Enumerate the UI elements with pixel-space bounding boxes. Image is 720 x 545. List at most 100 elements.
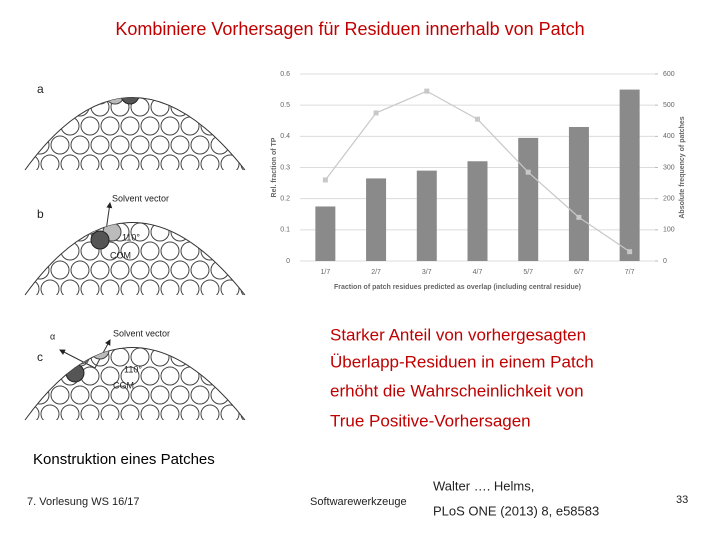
diagram-label: α: [50, 331, 55, 341]
residue: [61, 329, 79, 347]
residue: [230, 385, 245, 405]
residue: [110, 385, 130, 405]
line-marker: [576, 214, 582, 220]
residue: [40, 404, 60, 420]
y-tick-label: 0: [286, 258, 290, 265]
residue: [220, 279, 240, 295]
residue: [50, 260, 70, 280]
footer-text: Softwarewerkzeuge: [310, 496, 407, 508]
residue: [70, 97, 90, 117]
line-marker: [424, 88, 430, 94]
residue: [60, 241, 80, 261]
residue: [140, 154, 160, 170]
x-axis-title: Fraction of patch residues predicted as …: [334, 284, 581, 291]
x-tick-label: 4/7: [473, 269, 483, 276]
y-tick-label: 0.2: [280, 196, 290, 203]
residue: [241, 204, 259, 222]
bar: [568, 126, 589, 261]
residue: [70, 385, 90, 405]
residue: [231, 174, 249, 192]
residue: [41, 79, 59, 97]
text-line: Überlapp-Residuen in einem Patch: [330, 352, 594, 371]
residue-highlight: [70, 347, 90, 365]
residue: [170, 385, 190, 405]
residue: [80, 279, 100, 295]
residue: [190, 347, 210, 367]
residue: [150, 385, 170, 405]
residue: [151, 299, 169, 317]
residue: [210, 222, 230, 242]
bar: [467, 161, 488, 261]
residue: [140, 366, 160, 386]
bar: [619, 89, 640, 261]
residue: [31, 299, 49, 317]
residue: [91, 299, 109, 317]
residue: [230, 260, 245, 280]
residue: [200, 404, 220, 420]
residue: [51, 424, 69, 442]
residue: [50, 347, 70, 367]
residue: [31, 174, 49, 192]
residue: [120, 241, 140, 261]
residues: [25, 204, 269, 317]
residue: [31, 424, 49, 442]
residue: [141, 204, 159, 222]
x-tick-label: 6/7: [574, 269, 584, 276]
residue: [160, 404, 180, 420]
residue: [70, 260, 90, 280]
diagram-label: 110°: [122, 232, 140, 242]
line-marker: [475, 116, 480, 122]
residue: [231, 299, 249, 317]
residue: [111, 174, 129, 192]
residue: [240, 241, 245, 261]
chart: 0 0.1 0.2 0.3 0.4 0.5 0.6 0 100 200 300 400 500 600 Re…: [271, 71, 686, 291]
residue: [120, 154, 140, 170]
residue: [151, 424, 169, 442]
line-marker: [373, 110, 379, 116]
residue: [120, 404, 140, 420]
residue: [181, 204, 199, 222]
panel-label: c: [37, 350, 43, 364]
residue: [180, 279, 200, 295]
residue: [121, 79, 139, 97]
line-marker: [525, 169, 531, 175]
residue: [230, 135, 245, 155]
residue-center: [65, 363, 85, 383]
residue: [30, 97, 50, 117]
residue: [210, 97, 230, 117]
residues: [25, 329, 245, 442]
footer-text: 7. Vorlesung WS 16/17: [27, 496, 140, 508]
residue: [200, 279, 220, 295]
residue: [80, 154, 100, 170]
residue: [130, 385, 150, 405]
residue: [141, 79, 159, 97]
residue: [200, 154, 220, 170]
residue: [161, 204, 179, 222]
residue: [181, 329, 199, 347]
residue: [251, 261, 269, 279]
residue: [201, 329, 219, 347]
residue: [40, 366, 60, 386]
residue: [25, 241, 40, 261]
residue: [180, 116, 200, 136]
residue: [160, 116, 180, 136]
residue: [40, 154, 60, 170]
x-tick-label: 3/7: [422, 269, 432, 276]
residue: [110, 260, 130, 280]
residue: [240, 366, 245, 386]
residue: [140, 279, 160, 295]
residue: [41, 204, 59, 222]
residue: [100, 404, 120, 420]
residue: [150, 347, 170, 367]
residue: [151, 174, 169, 192]
residue: [25, 366, 40, 386]
residue: [240, 116, 245, 136]
residue: [160, 241, 180, 261]
residue: [251, 136, 269, 154]
y2-tick-label: 600: [663, 71, 675, 78]
residue: [120, 116, 140, 136]
bar: [416, 170, 437, 261]
residue: [40, 241, 60, 261]
residue: [30, 222, 50, 242]
